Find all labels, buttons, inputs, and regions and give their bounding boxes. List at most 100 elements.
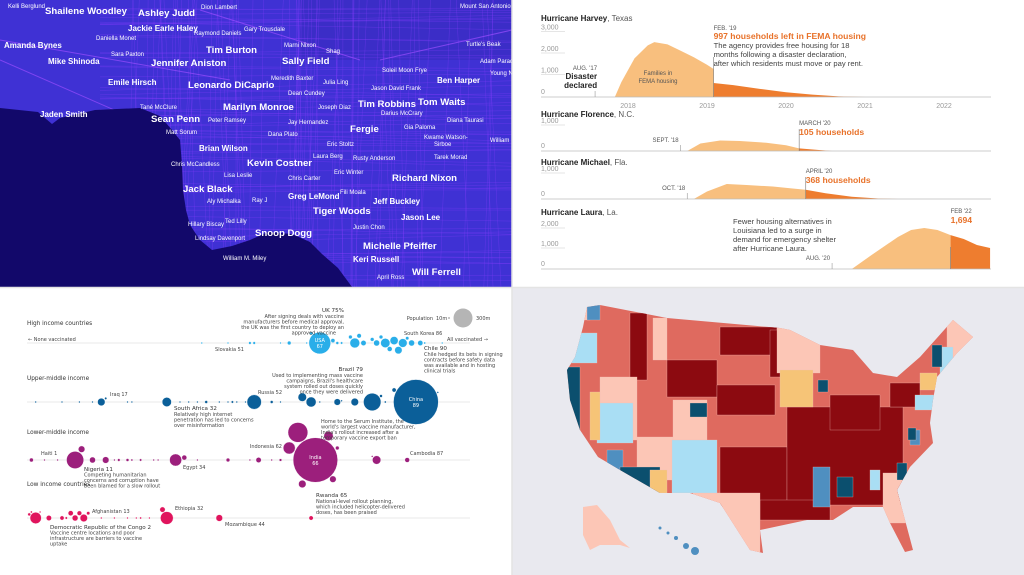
map-label: Jaden Smith [40,110,88,119]
alaska [583,505,630,550]
road [354,0,368,287]
country-bubble-brazil [363,393,382,411]
region-light-blue [671,439,718,494]
region-salmon [652,317,668,361]
legend-min: 10m [436,316,447,322]
country-bubble-mozambique [215,514,223,522]
road [388,0,394,287]
country-bubble [235,400,238,404]
country-bubble [204,400,208,404]
region-dark-red [629,312,648,381]
axis-all-vaccinated: All vaccinated → [447,337,488,343]
map-label: Brian Wilson [199,144,248,153]
svg-text:contracts before safety data: contracts before safety data [424,358,495,364]
country-bubble [78,445,86,453]
country-bubble [255,457,262,463]
svg-text:concerns and corruption have: concerns and corruption have [84,478,159,484]
svg-text:Rwanda 65: Rwanda 65 [316,493,348,499]
highway [0,39,231,81]
y-tick-label: 3,000 [541,25,559,32]
road [220,0,233,287]
label-ethiopia: Ethiopia 32 [175,506,203,512]
map-label: Jackie Earle Haley [128,24,198,33]
country-bubble [244,400,247,404]
road [222,0,231,287]
country-bubble [287,340,292,346]
road [99,109,512,119]
country-bubble [278,458,283,462]
hurricane-panel: Hurricane Harvey, Texas 0 1,000 2,000 3,000 A… [541,14,991,110]
svg-text:which included helicopter-deli: which included helicopter-delivered [316,505,405,511]
road [487,0,494,287]
country-bubble [30,510,33,514]
country-bubble [394,346,403,355]
country-bubble [104,396,108,400]
bubble-value: 67 [317,344,323,350]
panel-note: demand for emergency shelter [733,235,836,244]
map-label: Matt Sorum [166,130,197,136]
annotation-chile: Chile 90 Chile hedged its bets in signin… [424,346,503,375]
country-bubble [67,510,74,516]
svg-text:Chile 90: Chile 90 [424,346,447,352]
marker-date: FEB. '19 [714,26,737,32]
map-label: Tim Robbins [358,99,416,110]
panel-title: Hurricane Harvey, Texas [541,14,632,23]
svg-text:approved vaccine: approved vaccine [292,331,336,337]
country-bubble-haiti [29,457,34,463]
road [481,0,494,287]
country-bubble-nigeria [66,451,84,469]
y-tick-label: 0 [541,143,545,150]
road [217,0,228,287]
country-bubble [86,511,91,516]
svg-text:National-level rollout plannin: National-level rollout planning, [316,499,393,505]
country-bubble [56,458,59,462]
country-bubble [298,480,307,488]
road [326,0,341,287]
area-before-marker [851,228,951,269]
region-yellow [919,372,938,391]
label-mozambique: Mozambique 44 [225,522,265,528]
road [303,0,315,287]
svg-text:Vaccine centre locations and p: Vaccine centre locations and poor [50,531,136,537]
country-bubble [279,341,282,345]
country-bubble [378,334,384,340]
map-label: Tom Waits [418,97,465,108]
country-bubble [279,400,282,404]
marker-value: 368 households [806,175,871,185]
map-label: Jack Black [183,184,233,195]
marker-value: 1,694 [951,215,973,225]
road [483,0,494,287]
svg-text:India's rollout increased afte: India's rollout increased after a [321,430,399,436]
event-date: SEPT. '18 [652,138,679,144]
area-before-marker [687,140,800,151]
road [248,0,254,287]
country-bubble-egypt [169,453,182,467]
country-bubble [330,338,336,343]
road [351,0,355,287]
map-label: Marilyn Monroe [223,102,294,113]
hawaii-island [691,547,699,555]
country-bubble [102,456,110,464]
svg-text:doses, has been praised: doses, has been praised [316,510,377,516]
road [332,0,339,287]
road [333,0,345,287]
svg-text:infrastructure are barriers to: infrastructure are barriers to vaccine [50,536,142,542]
road [99,73,512,78]
map-label: Dana Plato [268,132,298,138]
map-label: Ted Lilly [225,219,247,225]
road [439,0,451,287]
y-tick-label: 2,000 [541,46,559,53]
road [99,66,512,72]
road [232,0,241,287]
country-bubble [126,516,129,520]
region-yellow [779,369,814,408]
country-bubble [226,400,230,404]
hawaii-island [674,536,678,540]
svg-text:Relatively high internet: Relatively high internet [174,412,232,418]
country-bubble [46,515,52,521]
map-label: Ashley Judd [138,8,195,19]
hurricane-panel: Hurricane Laura, La. 0 1,000 2,000 AUG. '20 F… [541,208,991,270]
hawaii-island [666,531,670,535]
country-bubble [391,387,397,393]
svg-text:campaigns, Brazil's healthcare: campaigns, Brazil's healthcare [286,379,363,385]
